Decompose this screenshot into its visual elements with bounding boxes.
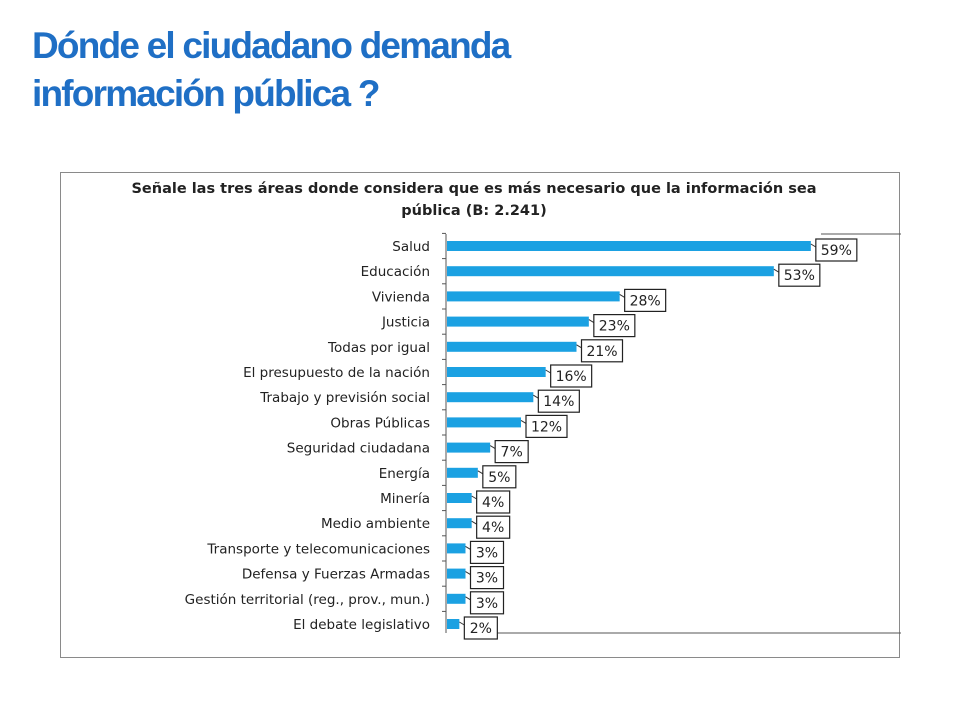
value-label-box bbox=[476, 515, 511, 539]
bar bbox=[447, 316, 589, 327]
value-label-leader bbox=[576, 344, 582, 349]
value-label-leader bbox=[459, 621, 465, 626]
value-label-box bbox=[580, 339, 624, 363]
value-label-leader bbox=[465, 596, 471, 601]
category-label: Medio ambiente bbox=[321, 516, 430, 532]
value-label: 4% bbox=[482, 495, 504, 511]
value-label-leader bbox=[471, 520, 477, 525]
value-label: 21% bbox=[586, 344, 617, 360]
value-label-leader bbox=[471, 495, 477, 500]
value-label: 14% bbox=[543, 394, 574, 410]
category-label: Salud bbox=[392, 239, 430, 255]
category-label: Minería bbox=[380, 491, 430, 507]
value-label-leader bbox=[465, 571, 471, 576]
value-label: 3% bbox=[476, 596, 498, 612]
chart-frame: Señale las tres áreas donde considera qu… bbox=[60, 172, 901, 658]
bar bbox=[447, 619, 460, 629]
value-label-box bbox=[469, 566, 505, 590]
category-label: Educación bbox=[361, 264, 430, 280]
chart-title-line-2: pública (B: 2.241) bbox=[401, 203, 546, 219]
value-label-box bbox=[469, 540, 505, 564]
category-label: Seguridad ciudadana bbox=[287, 441, 430, 457]
value-label-leader bbox=[588, 319, 595, 324]
value-label: 3% bbox=[476, 545, 498, 561]
value-label-leader bbox=[773, 268, 780, 273]
slide-title: Dónde el ciudadano demanda información p… bbox=[32, 22, 511, 118]
value-label-box bbox=[494, 440, 529, 464]
category-label: Vivienda bbox=[372, 289, 430, 305]
value-label: 4% bbox=[482, 520, 504, 536]
value-label: 5% bbox=[488, 470, 510, 486]
category-label: Energía bbox=[379, 466, 430, 482]
bar bbox=[447, 392, 534, 403]
chart-title-line-1: Señale las tres áreas donde considera qu… bbox=[131, 181, 816, 197]
value-label: 12% bbox=[531, 419, 562, 435]
category-label: Transporte y telecomunicaciones bbox=[206, 541, 430, 557]
value-label: 16% bbox=[556, 369, 587, 385]
value-label-box bbox=[476, 490, 511, 514]
value-label-box bbox=[550, 364, 593, 388]
value-label-leader bbox=[533, 394, 539, 399]
value-label: 2% bbox=[470, 621, 492, 637]
value-label-leader bbox=[810, 243, 817, 248]
value-label-leader bbox=[465, 545, 471, 550]
category-label: Defensa y Fuerzas Armadas bbox=[242, 567, 430, 583]
category-label: Justicia bbox=[381, 315, 430, 331]
value-label-leader bbox=[477, 470, 484, 475]
value-label: 23% bbox=[599, 319, 630, 335]
slide-title-line-1: Dónde el ciudadano demanda bbox=[32, 25, 511, 66]
category-label: Todas por igual bbox=[327, 340, 430, 356]
category-label: El presupuesto de la nación bbox=[243, 365, 430, 381]
value-label-box bbox=[778, 263, 821, 287]
value-label-box bbox=[815, 238, 858, 262]
value-label: 53% bbox=[784, 268, 815, 284]
value-label-box bbox=[593, 314, 636, 338]
bar bbox=[447, 442, 491, 453]
category-label: Gestión territorial (reg., prov., mun.) bbox=[185, 592, 430, 608]
slide-title-line-2: información pública ? bbox=[32, 73, 380, 114]
value-label-leader bbox=[545, 369, 551, 374]
category-label: Trabajo y previsión social bbox=[259, 390, 430, 406]
value-label-leader bbox=[489, 445, 496, 450]
value-label-box bbox=[463, 616, 498, 640]
bar bbox=[447, 543, 466, 554]
bar bbox=[447, 417, 521, 428]
bar bbox=[447, 568, 466, 579]
bar bbox=[447, 367, 546, 377]
bar bbox=[447, 341, 577, 352]
bar bbox=[447, 266, 774, 277]
value-label-box bbox=[469, 591, 505, 615]
value-label: 28% bbox=[630, 293, 661, 309]
value-label-box bbox=[525, 414, 568, 438]
value-label-box bbox=[624, 288, 667, 313]
value-label: 3% bbox=[476, 571, 498, 587]
value-label-box bbox=[482, 465, 517, 489]
value-label-leader bbox=[619, 293, 625, 298]
category-label: Obras Públicas bbox=[330, 415, 430, 431]
value-label-box bbox=[537, 389, 580, 413]
bar bbox=[447, 593, 466, 604]
bar bbox=[447, 291, 620, 302]
bar bbox=[447, 493, 472, 503]
value-label: 7% bbox=[501, 445, 523, 461]
chart-marks: Salud 59% Educación 53% Vivienda 28% Justicia 2… bbox=[185, 232, 901, 640]
value-label-leader bbox=[520, 419, 527, 424]
category-label: El debate legislativo bbox=[293, 617, 430, 633]
bar bbox=[447, 518, 472, 529]
value-label: 59% bbox=[821, 243, 852, 259]
bar-chart: Señale las tres áreas donde considera qu… bbox=[131, 181, 901, 640]
bar bbox=[447, 467, 478, 478]
bar bbox=[447, 241, 811, 251]
